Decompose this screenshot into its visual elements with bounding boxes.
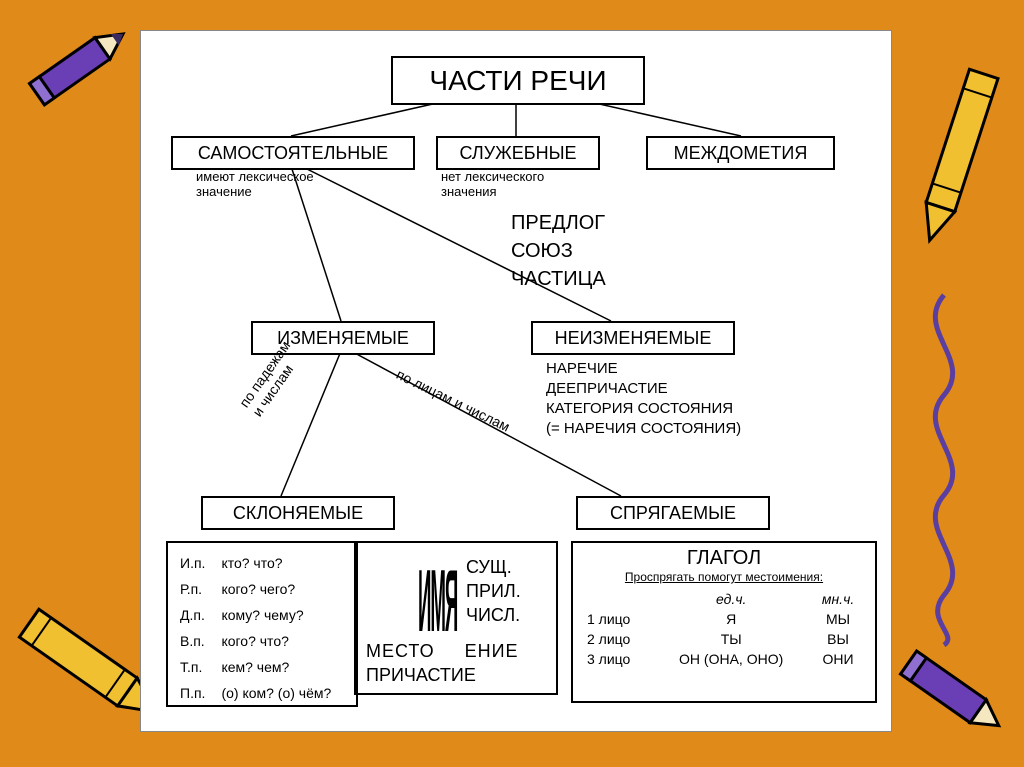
verb-table: ГЛАГОЛ Проспрягать помогут местоимения: … (571, 541, 877, 703)
table-row: Д.п.кому? чему? (174, 603, 337, 627)
table-row: Р.п.кого? чего? (174, 577, 337, 601)
service-list: ПРЕДЛОГ СОЮЗ ЧАСТИЦА (511, 209, 606, 293)
conjugated-box: СПРЯГАЕМЫЕ (576, 496, 770, 530)
declined-panel: ИМЯ СУЩ. ПРИЛ. ЧИСЛ. МЕСТО ЕНИЕ ПРИЧАСТИ… (354, 541, 558, 695)
table-row: 1 лицоЯМЫ (581, 610, 867, 628)
squiggle-icon (904, 290, 984, 650)
imya-vertical: ИМЯ (418, 553, 457, 654)
table-row: Т.п.кем? чем? (174, 655, 337, 679)
root-label: ЧАСТИ РЕЧИ (429, 65, 606, 97)
table-row: В.п.кого? что? (174, 629, 337, 653)
table-row: П.п.(о) ком? (о) чём? (174, 681, 337, 705)
pencil-bottom-right-icon (879, 622, 1019, 762)
declined-box: СКЛОНЯЕМЫЕ (201, 496, 395, 530)
pencil-top-left-icon (10, 5, 140, 135)
independent-box: САМОСТОЯТЕЛЬНЫЕ (171, 136, 415, 170)
unchangeable-box: НЕИЗМЕНЯЕМЫЕ (531, 321, 735, 355)
branch-right-label: по лицам и числам (394, 366, 512, 435)
interjection-box: МЕЖДОМЕТИЯ (646, 136, 835, 170)
diagram-paper: ЧАСТИ РЕЧИ САМОСТОЯТЕЛЬНЫЕ имеют лексиче… (140, 30, 892, 732)
unchangeable-list: НАРЕЧИЕ ДЕЕПРИЧАСТИЕ КАТЕГОРИЯ СОСТОЯНИЯ… (546, 359, 741, 439)
root-box: ЧАСТИ РЕЧИ (391, 56, 645, 105)
table-row: 3 лицоОН (ОНА, ОНО)ОНИ (581, 650, 867, 668)
branch-left-label: по падежам и числам (236, 338, 306, 420)
service-box: СЛУЖЕБНЫЕ (436, 136, 600, 170)
crayon-top-right-icon (909, 40, 1009, 260)
table-row: И.п.кто? что? (174, 551, 337, 575)
cases-table: И.п.кто? что?Р.п.кого? чего?Д.п.кому? че… (166, 541, 358, 707)
independent-caption: имеют лексическое значение (196, 169, 314, 199)
table-row: 2 лицоТЫВЫ (581, 630, 867, 648)
service-caption: нет лексического значения (441, 169, 544, 199)
